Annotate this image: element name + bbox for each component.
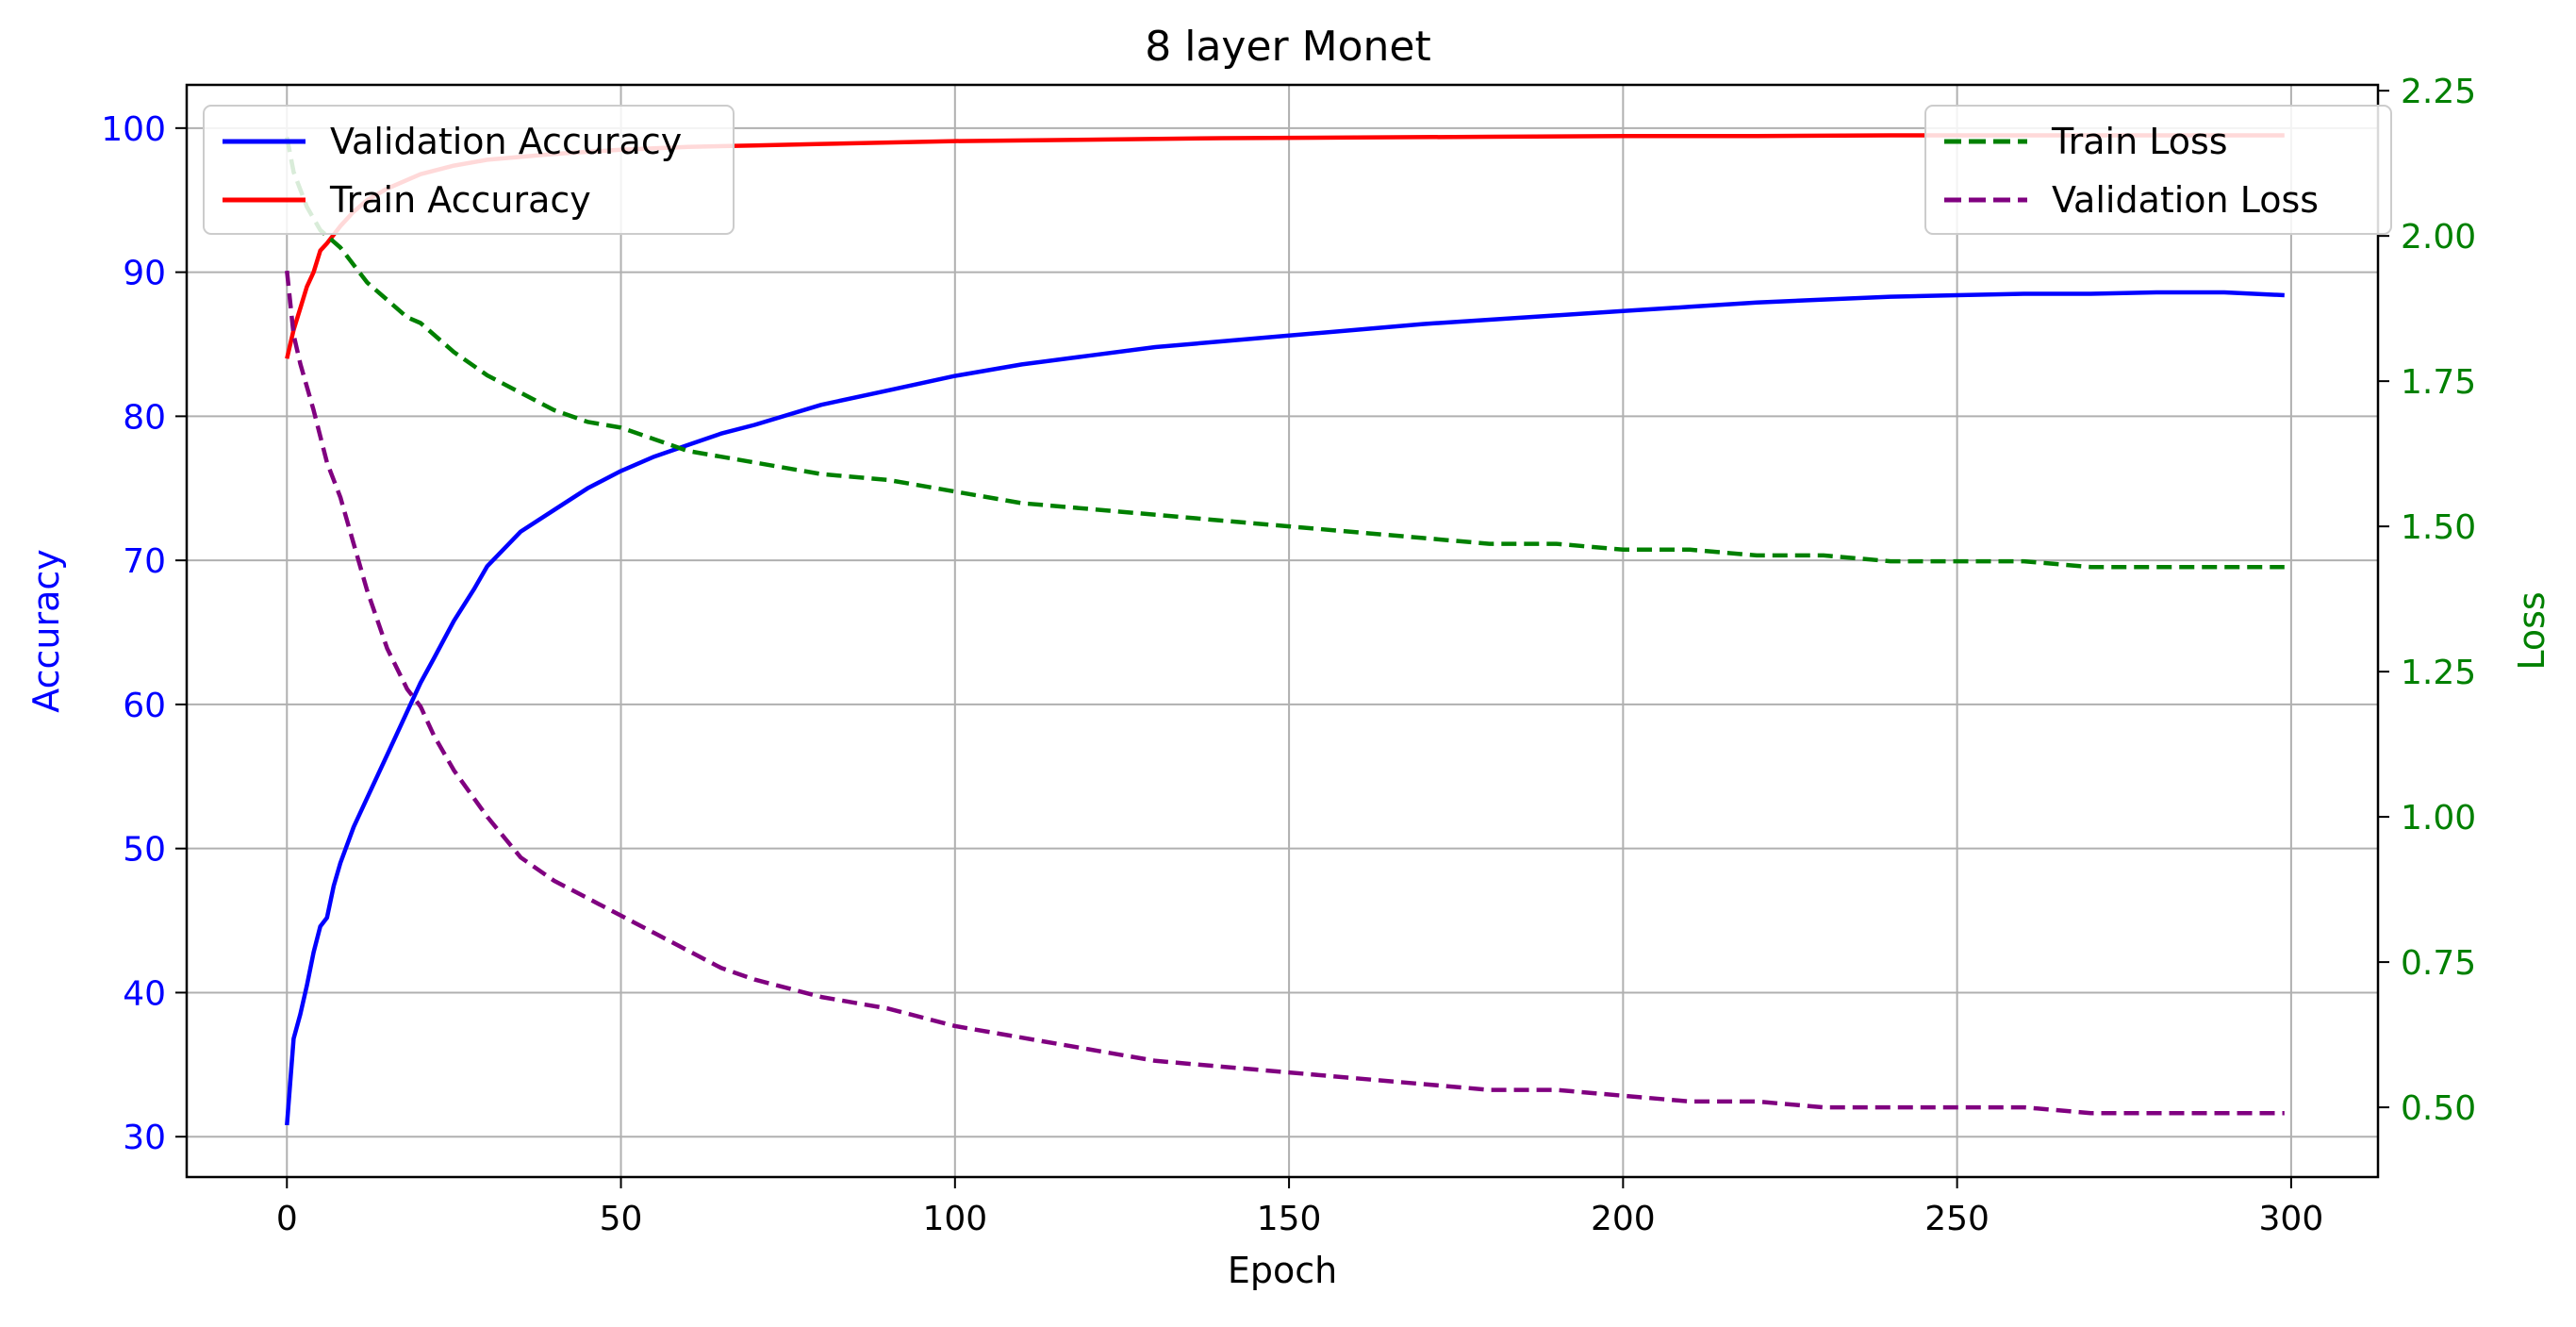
y-right-tick-label: 1.75 (2401, 363, 2476, 402)
x-tick-label: 200 (1591, 1200, 1656, 1238)
x-tick-label: 0 (276, 1200, 298, 1238)
y-left-tick-label: 70 (123, 542, 166, 581)
series-line-validation-loss (285, 270, 2285, 1116)
y-right-tick-label: 2.00 (2401, 218, 2476, 257)
y-right-tick-label: 1.25 (2401, 654, 2476, 692)
grid-lines (187, 85, 2378, 1177)
legend-box (1924, 105, 2392, 235)
y-right-tick-label: 0.50 (2401, 1089, 2476, 1128)
y-left-tick-label: 90 (123, 255, 166, 293)
legend-label-train-accuracy: Train Accuracy (329, 179, 591, 221)
axis-ticks: 0 50 100 150 200 250 300 30 40 50 60 70 80 90 100 0.50 0… (101, 73, 2476, 1238)
y-left-tick-label: 40 (123, 974, 166, 1013)
x-tick-label: 100 (922, 1200, 987, 1238)
y-right-tick-label: 1.00 (2401, 799, 2476, 838)
plot-frame (185, 83, 2380, 1179)
y-left-tick-label: 80 (123, 398, 166, 437)
y-right-tick-label: 2.25 (2401, 73, 2476, 111)
y-axis-label-right: Loss (2511, 591, 2552, 670)
y-axis-label-left: Accuracy (25, 549, 67, 713)
y-left-tick-label: 60 (123, 687, 166, 725)
y-left-tick-label: 30 (123, 1119, 166, 1157)
legend-box (203, 105, 735, 235)
plot-series (285, 133, 2285, 1126)
y-left-tick-label: 50 (123, 831, 166, 870)
series-line-train-loss (285, 136, 2285, 570)
x-tick-label: 50 (600, 1200, 643, 1238)
legend-label-validation-accuracy: Validation Accuracy (330, 121, 682, 162)
legend-label-train-loss: Train Loss (2051, 121, 2228, 162)
legend-accuracy: Validation Accuracy Train Accuracy (203, 105, 735, 235)
x-axis-label: Epoch (1228, 1250, 1337, 1291)
series-line-validation-accuracy (285, 290, 2285, 1126)
x-tick-label: 300 (2259, 1200, 2324, 1238)
x-tick-label: 150 (1257, 1200, 1322, 1238)
legend-loss: Train Loss Validation Loss (1924, 105, 2392, 235)
x-tick-label: 250 (1924, 1200, 1990, 1238)
legend-label-validation-loss: Validation Loss (2052, 179, 2319, 221)
chart-title: 8 layer Monet (1145, 23, 1430, 71)
y-left-tick-label: 100 (101, 110, 166, 149)
y-right-tick-label: 0.75 (2401, 944, 2476, 983)
y-right-tick-label: 1.50 (2401, 508, 2476, 547)
